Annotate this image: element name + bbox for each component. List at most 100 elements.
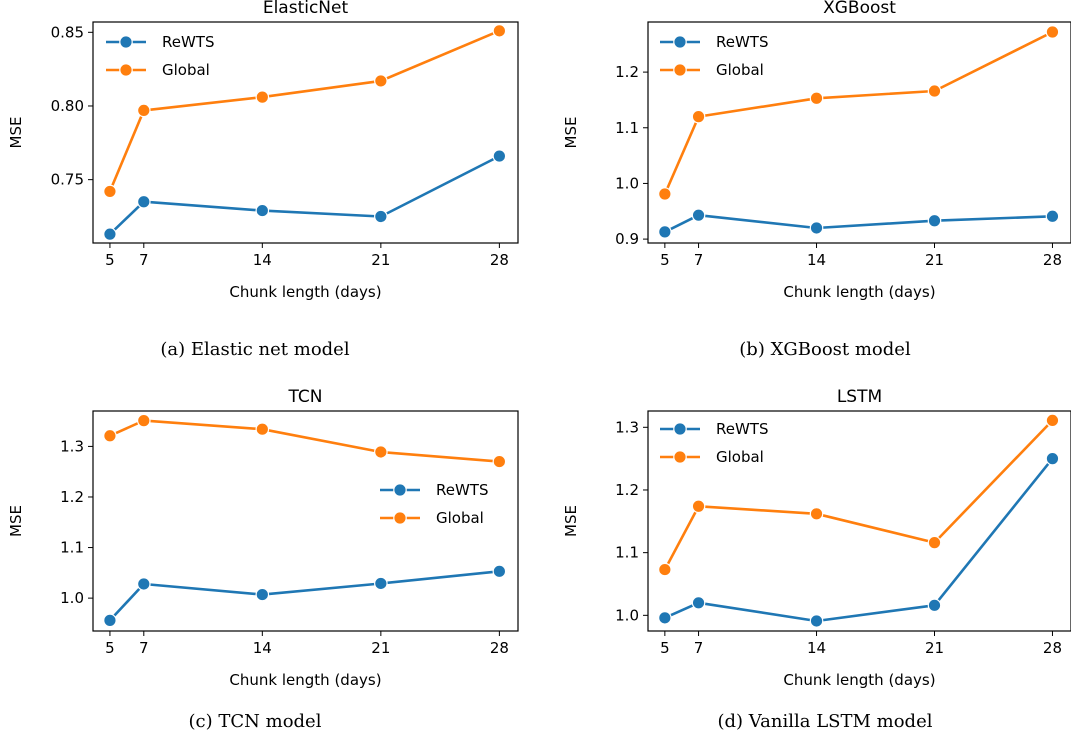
- plot-frame: [92, 410, 519, 632]
- data-point-rewts: [1045, 451, 1060, 466]
- subfigure-caption: (a) Elastic net model: [160, 339, 349, 360]
- data-point-global: [691, 109, 706, 124]
- y-tick-label: 1.2: [615, 481, 639, 499]
- x-tick-label: 21: [371, 251, 390, 269]
- legend-marker-global: [673, 63, 687, 77]
- data-point-global: [658, 187, 672, 201]
- x-tick-label: 14: [807, 251, 826, 269]
- x-tick-label: 14: [253, 251, 272, 269]
- data-point-global: [691, 499, 706, 514]
- chart-panel-3: TCN 5 7 14 21 28 1.0 1.1 1.2 1.3 Chunk length (day…: [7, 387, 519, 732]
- x-tick-label: 7: [139, 639, 149, 657]
- subfigure-caption: (d) Vanilla LSTM model: [718, 711, 933, 732]
- legend-marker-rewts: [673, 422, 687, 436]
- x-axis-label: Chunk length (days): [783, 283, 935, 301]
- x-tick-label: 14: [253, 639, 272, 657]
- chart-title: ElasticNet: [263, 0, 349, 18]
- data-point-global: [927, 535, 942, 550]
- x-tick-label: 21: [925, 251, 944, 269]
- x-tick-label: 7: [694, 251, 704, 269]
- legend-marker-rewts: [119, 35, 133, 49]
- data-point-global: [1045, 413, 1060, 428]
- series-line-global: [108, 29, 500, 192]
- series-line-global: [663, 419, 1054, 571]
- y-tick-label: 0.75: [51, 171, 84, 189]
- legend-marker-global: [673, 450, 687, 464]
- legend-marker-rewts: [673, 35, 687, 49]
- data-point-rewts: [809, 221, 824, 235]
- y-tick-label: 1.1: [60, 539, 84, 557]
- x-tick-label: 5: [105, 251, 115, 269]
- data-point-global: [492, 454, 507, 469]
- data-point-global: [374, 445, 388, 459]
- data-point-global: [136, 413, 151, 428]
- legend-label-rewts: ReWTS: [162, 33, 215, 51]
- legend-label-global: Global: [162, 61, 210, 79]
- chart-panel-2: XGBoost 5 7 14 21 28 0.9 1.0 1.1 1.2 Chunk length …: [562, 0, 1071, 360]
- data-point-rewts: [809, 614, 824, 628]
- subfigure-caption: (c) TCN model: [189, 711, 322, 732]
- legend-label-rewts: ReWTS: [436, 481, 489, 499]
- legend-label-rewts: ReWTS: [716, 33, 769, 51]
- y-tick-label: 1.0: [615, 174, 639, 192]
- legend-label-global: Global: [716, 61, 764, 79]
- legend-marker-global: [119, 63, 133, 77]
- data-point-rewts: [691, 595, 706, 610]
- plot-frame: [647, 410, 1071, 632]
- data-point-global: [103, 428, 117, 443]
- series-line-global: [109, 419, 500, 463]
- data-point-global: [255, 90, 270, 104]
- x-tick-label: 7: [694, 639, 704, 657]
- chart-title: TCN: [288, 387, 323, 407]
- x-tick-label: 14: [807, 639, 826, 657]
- data-point-global: [1045, 25, 1060, 39]
- data-point-rewts: [492, 149, 507, 163]
- data-point-global: [809, 91, 824, 106]
- legend-marker-rewts: [393, 483, 407, 497]
- series-line-rewts: [108, 570, 500, 622]
- chart-title: XGBoost: [823, 0, 896, 18]
- x-axis-label: Chunk length (days): [229, 671, 381, 689]
- data-point-rewts: [658, 611, 672, 625]
- data-point-rewts: [927, 213, 942, 228]
- series-line-global: [663, 30, 1054, 195]
- series-line-rewts: [664, 213, 1053, 234]
- legend-label-global: Global: [436, 509, 484, 527]
- x-tick-label: 21: [371, 639, 390, 657]
- data-point-rewts: [103, 613, 117, 628]
- data-point-rewts: [374, 576, 388, 591]
- x-tick-label: 28: [490, 251, 509, 269]
- legend-marker-global: [393, 511, 407, 525]
- data-point-rewts: [255, 203, 270, 218]
- legend-label-global: Global: [716, 448, 764, 466]
- data-point-global: [492, 24, 507, 38]
- chart-panel-1: ElasticNet 5 7 14 21 28 0.75 0.80 0.85 Chunk leng…: [7, 0, 519, 360]
- subfigure-caption: (b) XGBoost model: [739, 339, 911, 360]
- data-point-rewts: [136, 194, 151, 209]
- y-axis-label: MSE: [7, 505, 25, 537]
- y-tick-label: 1.3: [615, 418, 639, 436]
- x-tick-label: 5: [660, 251, 670, 269]
- data-point-global: [374, 74, 388, 88]
- chart-title: LSTM: [837, 387, 882, 407]
- x-tick-label: 5: [660, 639, 670, 657]
- y-tick-label: 1.2: [615, 63, 639, 81]
- data-point-global: [103, 184, 117, 199]
- series-line-rewts: [664, 457, 1054, 623]
- y-tick-label: 0.9: [615, 230, 639, 248]
- data-point-global: [136, 103, 151, 118]
- data-point-rewts: [927, 598, 942, 613]
- x-axis-label: Chunk length (days): [783, 671, 935, 689]
- y-tick-label: 1.3: [60, 437, 84, 455]
- x-tick-label: 28: [490, 639, 509, 657]
- y-tick-label: 1.1: [615, 544, 639, 562]
- plot-frame: [92, 21, 519, 244]
- data-point-global: [255, 422, 270, 437]
- data-point-rewts: [255, 587, 270, 602]
- plot-frame: [647, 21, 1071, 244]
- data-point-rewts: [658, 225, 672, 239]
- x-tick-label: 21: [925, 639, 944, 657]
- x-tick-label: 7: [139, 251, 149, 269]
- data-point-rewts: [691, 208, 706, 222]
